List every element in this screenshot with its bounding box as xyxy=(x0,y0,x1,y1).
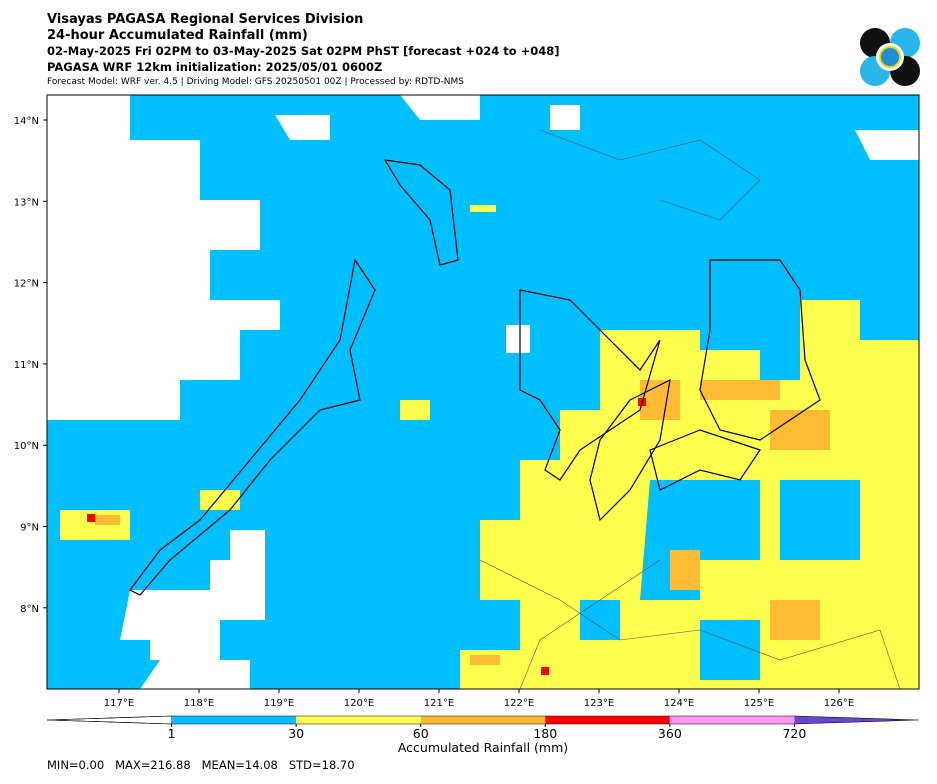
colorbar-tick-label: 30 xyxy=(288,726,304,741)
subtitle: 24-hour Accumulated Rainfall (mm) xyxy=(47,28,308,43)
y-tick-label: 14°N xyxy=(14,116,39,127)
colorbar-label: Accumulated Rainfall (mm) xyxy=(398,740,568,755)
map-frame xyxy=(46,94,920,690)
colorbar-tick-label: 720 xyxy=(782,726,806,741)
logo xyxy=(860,28,920,86)
title: Visayas PAGASA Regional Services Divisio… xyxy=(47,12,363,27)
period: 02-May-2025 Fri 02PM to 03-May-2025 Sat … xyxy=(47,44,560,58)
x-tick-label: 122°E xyxy=(504,698,534,709)
x-tick-label: 124°E xyxy=(664,698,694,709)
y-tick-label: 10°N xyxy=(14,441,39,452)
x-tick-label: 117°E xyxy=(104,698,134,709)
colorbar-extend-max xyxy=(794,716,919,724)
colorbar-tick-label: 1 xyxy=(168,726,176,741)
y-tick-label: 13°N xyxy=(14,197,39,208)
rainfall-field xyxy=(47,95,919,689)
y-tick-label: 9°N xyxy=(20,523,39,534)
colorbar-extend-min xyxy=(46,715,172,725)
colorbar-segment xyxy=(420,716,546,724)
colorbar-tick-label: 360 xyxy=(658,726,682,741)
colorbar-segment xyxy=(171,716,297,724)
colorbar-segment xyxy=(296,716,421,724)
x-tick-label: 125°E xyxy=(744,698,774,709)
x-tick-label: 123°E xyxy=(584,698,614,709)
init: PAGASA WRF 12km initialization: 2025/05/… xyxy=(47,60,382,74)
model-info: Forecast Model: WRF ver. 4.5 | Driving M… xyxy=(47,77,464,87)
x-tick-label: 120°E xyxy=(344,698,374,709)
colorbar-outline xyxy=(46,715,920,725)
y-tick-label: 11°N xyxy=(14,360,39,371)
colorbar-segment xyxy=(545,716,670,724)
axes: 117°E 118°E 119°E 120°E 121°E 122°E 123°E 124°E… xyxy=(14,116,854,709)
x-tick-label: 118°E xyxy=(184,698,214,709)
stats: MIN=0.00 MAX=216.88 MEAN=14.08 STD=18.70 xyxy=(47,758,355,772)
colorbar-tick-label: 60 xyxy=(413,726,429,741)
x-tick-label: 121°E xyxy=(424,698,454,709)
colorbar: 1 30 60 180 360 720 xyxy=(46,715,920,741)
x-tick-label: 119°E xyxy=(264,698,294,709)
y-tick-label: 8°N xyxy=(20,604,39,615)
x-tick-label: 126°E xyxy=(824,698,854,709)
colorbar-segment xyxy=(669,716,795,724)
y-tick-label: 12°N xyxy=(14,279,39,290)
colorbar-tick-label: 180 xyxy=(533,726,557,741)
